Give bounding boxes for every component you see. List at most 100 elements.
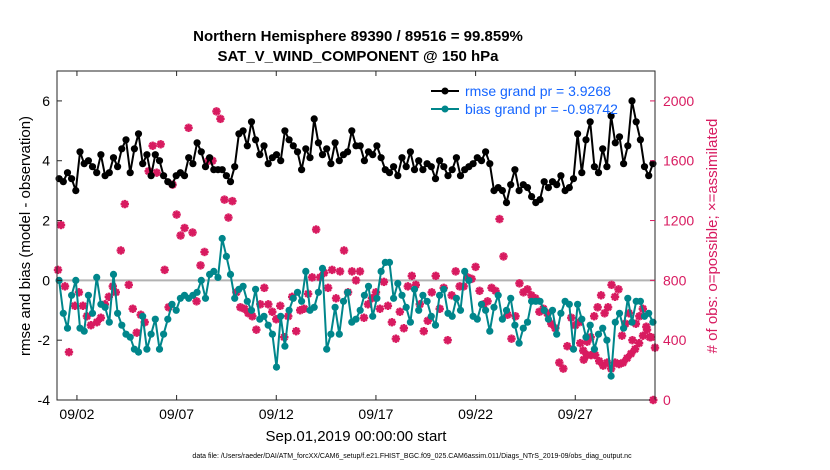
bias-point xyxy=(318,264,327,272)
obs-marker xyxy=(579,346,588,355)
bias-point xyxy=(109,270,118,278)
rmse-point xyxy=(68,175,76,183)
bias-series xyxy=(55,234,657,380)
bias-point xyxy=(281,342,289,350)
bias-point xyxy=(511,321,519,329)
rmse-point xyxy=(528,193,536,201)
obs-marker xyxy=(555,358,564,367)
y-axis-left: -4 -2 0 2 4 6 xyxy=(38,93,62,408)
rmse-point xyxy=(582,136,590,144)
bias-point xyxy=(164,315,172,323)
obs-marker xyxy=(475,286,484,296)
rmse-point xyxy=(502,199,511,207)
obs-marker xyxy=(160,265,169,275)
rmse-point xyxy=(206,154,214,162)
obs-marker xyxy=(419,327,428,336)
bias-point xyxy=(101,303,109,311)
rmse-point xyxy=(360,157,368,165)
bias-point xyxy=(293,288,302,296)
bias-point xyxy=(80,327,88,335)
obs-marker xyxy=(515,279,524,288)
y-right-tick-label: 1200 xyxy=(663,213,694,229)
rmse-point xyxy=(239,127,247,135)
rmse-point xyxy=(302,145,310,153)
rmse-point xyxy=(105,169,113,177)
bias-point xyxy=(151,315,159,323)
rmse-point xyxy=(348,127,356,135)
obs-marker xyxy=(591,350,600,360)
rmse-point xyxy=(507,181,515,189)
bias-point xyxy=(410,285,419,293)
y-right-tick-label: 2000 xyxy=(663,93,694,109)
obs-marker xyxy=(563,341,572,351)
obs-marker xyxy=(176,231,185,240)
obs-marker xyxy=(78,301,88,310)
rmse-point xyxy=(477,157,486,165)
obs-marker xyxy=(200,247,209,257)
obs-marker xyxy=(264,300,273,309)
bias-point xyxy=(272,363,281,371)
obs-marker xyxy=(327,265,337,275)
rmse-point xyxy=(143,151,151,159)
y-axis-label: rmse and bias (model - observation) xyxy=(17,116,34,356)
bias-point xyxy=(339,297,348,305)
rmse-point xyxy=(72,187,80,195)
rmse-point xyxy=(586,118,594,126)
bias-point xyxy=(143,345,151,353)
bias-point xyxy=(645,309,653,317)
bias-point xyxy=(502,306,511,314)
rmse-point xyxy=(369,151,377,159)
bias-point xyxy=(553,330,561,338)
rmse-point xyxy=(544,184,553,192)
bias-point xyxy=(105,318,113,326)
bias-point xyxy=(264,321,272,329)
obs-marker xyxy=(600,309,609,318)
y-right-tick-label: 800 xyxy=(663,272,687,288)
rmse-point xyxy=(523,184,532,192)
obs-marker xyxy=(607,280,616,290)
obs-marker xyxy=(64,347,74,357)
obs-marker xyxy=(60,282,70,291)
rmse-point xyxy=(189,160,197,168)
rmse-point xyxy=(444,172,452,180)
rmse-point xyxy=(310,115,318,123)
bias-point xyxy=(252,285,260,293)
rmse-point xyxy=(260,142,268,150)
bias-point xyxy=(574,300,582,308)
bias-point xyxy=(360,291,368,299)
obs-marker xyxy=(128,304,137,313)
obs-marker xyxy=(399,324,409,333)
bias-point xyxy=(93,273,101,281)
legend-bias-label: bias grand pr = -0.98742 xyxy=(465,101,618,117)
bias-point xyxy=(611,318,619,326)
obs-marker xyxy=(339,246,349,255)
bias-point xyxy=(72,276,80,284)
rmse-point xyxy=(498,187,506,195)
bias-point xyxy=(243,297,251,305)
rmse-point xyxy=(151,151,159,159)
obs-marker xyxy=(268,307,277,316)
rmse-point xyxy=(185,154,193,162)
rmse-point xyxy=(314,139,322,147)
x-tick-label: 09/22 xyxy=(458,406,493,422)
rmse-point xyxy=(410,166,419,174)
rmse-point xyxy=(155,157,164,165)
obs-marker xyxy=(228,196,237,206)
bias-point xyxy=(218,234,226,243)
bias-point xyxy=(193,288,201,296)
obs-marker xyxy=(495,214,504,224)
obs-marker xyxy=(156,140,165,149)
rmse-point xyxy=(611,139,619,147)
rmse-point xyxy=(569,175,578,183)
y-tick-label: 2 xyxy=(42,213,50,229)
obs-marker xyxy=(252,325,261,334)
rmse-point xyxy=(122,136,130,144)
rmse-point xyxy=(318,151,327,159)
rmse-point xyxy=(226,178,235,186)
bias-point xyxy=(578,315,586,323)
bias-point xyxy=(507,294,515,302)
bias-point xyxy=(68,291,76,299)
rmse-point xyxy=(620,160,628,168)
bias-point xyxy=(636,297,645,305)
obs-marker xyxy=(56,220,66,230)
